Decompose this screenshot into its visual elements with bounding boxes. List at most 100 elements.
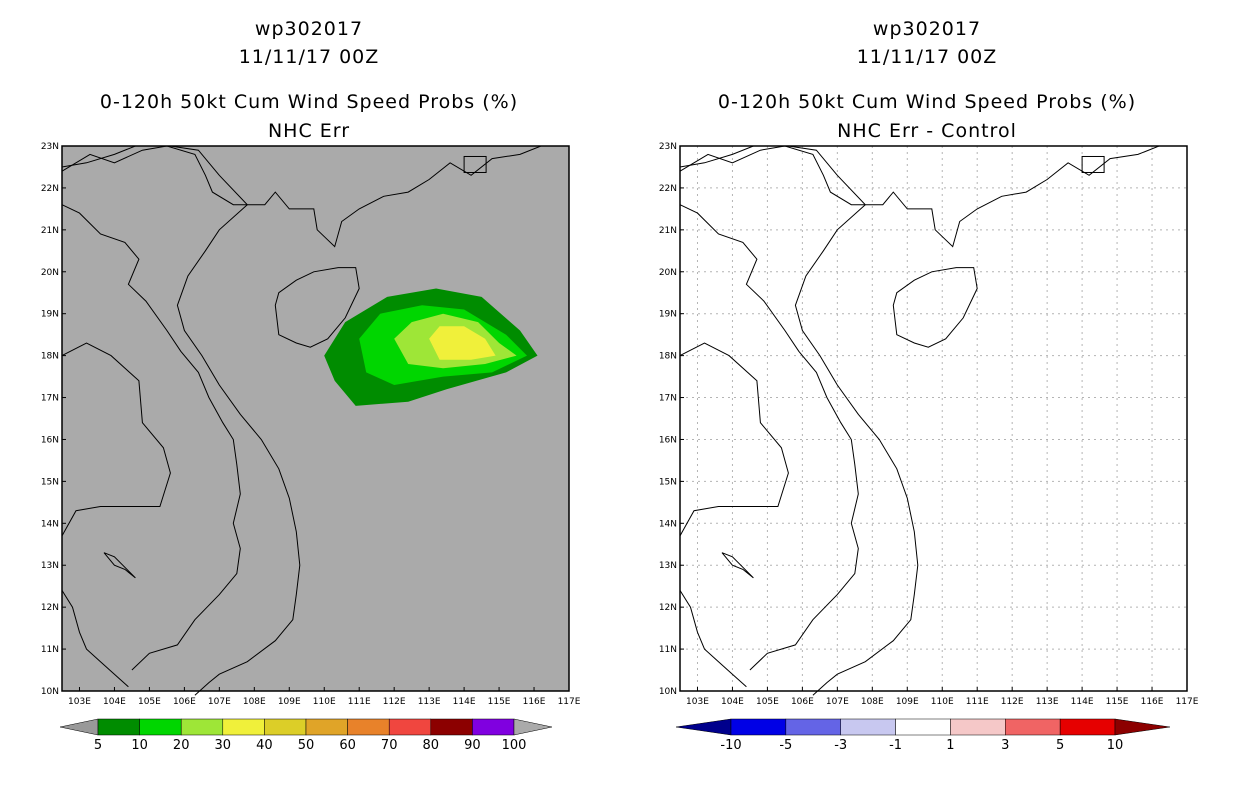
- coastline: [176, 204, 301, 696]
- colorbar-segment: [1005, 718, 1061, 736]
- colorbar-segment: [305, 718, 348, 736]
- lon-tick-label: 104E: [103, 697, 126, 707]
- map-frame: [61, 145, 570, 692]
- datetime-label: 11/11/17 00Z: [856, 46, 998, 68]
- colorbar-segment: [430, 718, 473, 736]
- lat-tick-label: 18N: [659, 352, 677, 362]
- hainan-island-outline: [892, 267, 978, 348]
- colorbar-segment: [388, 718, 432, 736]
- colorbar-segment: [895, 718, 951, 736]
- map-background: [680, 146, 1187, 691]
- colorbar-segment: [730, 718, 787, 736]
- lon-tick-label: 108E: [861, 697, 884, 707]
- coastline: [679, 590, 747, 688]
- panel-nhc-err-control: wp302017 11/11/17 00Z 0-120h 50kt Cum Wi…: [618, 0, 1236, 800]
- plot-title: 0-120h 50kt Cum Wind Speed Probs (%): [99, 91, 519, 113]
- lon-tick-label: 103E: [68, 697, 91, 707]
- lat-tick-label: 23N: [41, 142, 59, 152]
- colorbar-label: 5: [1056, 738, 1064, 753]
- colorbar-segment: [472, 718, 515, 736]
- lon-tick-label: 117E: [558, 697, 581, 707]
- lon-tick-label: 113E: [1036, 697, 1059, 707]
- lon-tick-label: 112E: [1001, 697, 1024, 707]
- lake-outline: [103, 552, 136, 579]
- lat-tick-label: 22N: [41, 184, 59, 194]
- lat-tick-label: 18N: [41, 352, 59, 362]
- lat-tick-label: 13N: [41, 561, 59, 571]
- lon-tick-label: 115E: [488, 697, 511, 707]
- lat-tick-label: 16N: [41, 435, 59, 445]
- plot-subtitle: NHC Err: [267, 120, 351, 142]
- lat-tick-label: 10N: [41, 687, 59, 697]
- colorbar-segment: [1059, 718, 1116, 736]
- coastline: [679, 204, 859, 671]
- colorbar-label: 70: [381, 738, 398, 753]
- colorbar-label: 100: [502, 738, 527, 753]
- lon-tick-label: 103E: [686, 697, 709, 707]
- colorbar-label: 50: [298, 738, 315, 753]
- colorbar-segment: [347, 718, 390, 736]
- panel-nhc-err: wp302017 11/11/17 00Z 0-120h 50kt Cum Wi…: [41, 18, 581, 753]
- colorbar-segment: [840, 718, 896, 736]
- plot-subtitle: NHC Err - Control: [837, 120, 1017, 142]
- coastline: [61, 590, 129, 688]
- lat-tick-label: 21N: [659, 226, 677, 236]
- lon-tick-label: 116E: [523, 697, 546, 707]
- lon-tick-label: 106E: [173, 697, 196, 707]
- colorbar-segment: [950, 718, 1006, 736]
- lat-tick-label: 12N: [41, 603, 59, 613]
- colorbar-label: 3: [1001, 738, 1009, 753]
- lon-tick-label: 111E: [348, 697, 371, 707]
- lat-tick-label: 11N: [41, 645, 59, 655]
- map-nhc-err-control: 10N 11N 12N 13N 14N 15N 16N 17N 18N 19N 20N 21N 22N 2…: [659, 142, 1199, 753]
- colorbar-arrow-right: [1114, 718, 1171, 736]
- lat-tick-label: 14N: [659, 519, 677, 529]
- colorbar-label: -10: [720, 738, 741, 753]
- lat-tick-label: 10N: [659, 687, 677, 697]
- lat-tick-label: 17N: [41, 394, 59, 404]
- lat-tick-label: 13N: [659, 561, 677, 571]
- lat-tick-label: 15N: [659, 477, 677, 487]
- plot-title: 0-120h 50kt Cum Wind Speed Probs (%): [717, 91, 1137, 113]
- lat-tick-label: 14N: [41, 519, 59, 529]
- map-frame: [679, 145, 1188, 692]
- inset-box-icon: [1081, 155, 1105, 173]
- lat-tick-label: 12N: [659, 603, 677, 613]
- lon-tick-label: 114E: [1071, 697, 1094, 707]
- colorbar-label: 40: [256, 738, 273, 753]
- datetime-label: 11/11/17 00Z: [238, 46, 380, 68]
- lat-tick-label: 19N: [659, 310, 677, 320]
- lon-tick-label: 108E: [243, 697, 266, 707]
- lon-tick-label: 107E: [208, 697, 231, 707]
- colorbar-label: 10: [1107, 738, 1124, 753]
- colorbar-label: 60: [339, 738, 356, 753]
- lon-tick-label: 113E: [418, 697, 441, 707]
- storm-id-label: wp302017: [872, 18, 982, 40]
- colorbar-segment: [264, 718, 307, 736]
- lat-tick-label: 21N: [41, 226, 59, 236]
- coastline: [61, 145, 248, 206]
- lon-tick-label: 109E: [278, 697, 301, 707]
- lon-tick-label: 117E: [1176, 697, 1199, 707]
- colorbar-segment: [139, 718, 182, 736]
- lon-tick-label: 104E: [721, 697, 744, 707]
- colorbar-label: -5: [779, 738, 792, 753]
- colorbar-label: 5: [94, 738, 102, 753]
- lat-tick-label: 15N: [41, 477, 59, 487]
- lat-tick-label: 16N: [659, 435, 677, 445]
- lon-tick-label: 109E: [896, 697, 919, 707]
- colorbar-segment: [785, 718, 841, 736]
- map-nhc-err: 10N 11N 12N 13N 14N 15N 16N 17N 18N 19N 20N 21N 22N 2…: [41, 142, 581, 753]
- lon-tick-label: 105E: [138, 697, 161, 707]
- coastline: [679, 145, 866, 206]
- colorbar-label: 80: [423, 738, 440, 753]
- storm-id-label: wp302017: [254, 18, 364, 40]
- colorbar-label: 10: [131, 738, 148, 753]
- lat-tick-label: 17N: [659, 394, 677, 404]
- colorbar-label: -3: [834, 738, 847, 753]
- colorbar-label: 30: [215, 738, 232, 753]
- coastline: [679, 342, 789, 537]
- lon-tick-label: 112E: [383, 697, 406, 707]
- inset-box-icon: [463, 155, 487, 173]
- colorbar-arrow-left: [59, 718, 99, 736]
